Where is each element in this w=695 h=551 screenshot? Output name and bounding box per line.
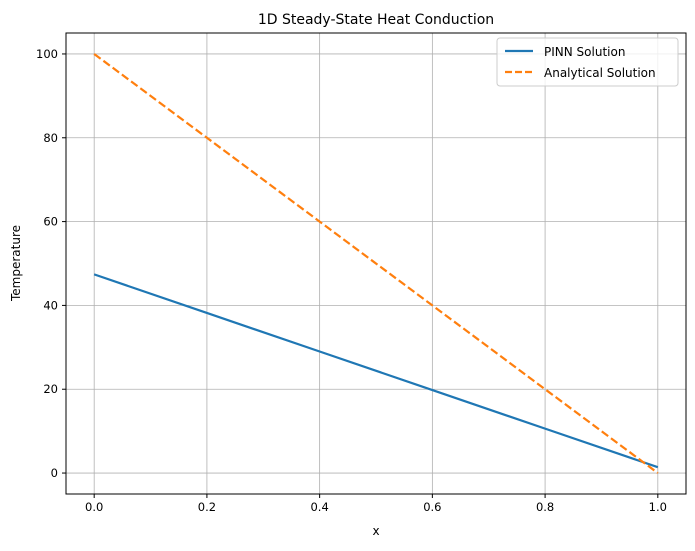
ticks: 0.0 0.2 0.4 0.6 0.8 1.0 0 20 40 60 80 100 <box>36 47 667 514</box>
x-tick-label: 0.2 <box>198 500 216 514</box>
y-tick-label: 40 <box>43 298 58 312</box>
y-tick-label: 60 <box>43 215 58 229</box>
series-group <box>93 53 659 474</box>
analytical-solution-line <box>93 53 659 474</box>
chart-title: 1D Steady-State Heat Conduction <box>258 12 494 28</box>
pinn-solution-line <box>93 273 659 469</box>
x-tick-label: 1.0 <box>649 500 667 514</box>
x-tick-label: 0.4 <box>310 500 328 514</box>
x-tick-label: 0.8 <box>536 500 554 514</box>
legend-label-analytical: Analytical Solution <box>544 66 656 80</box>
x-axis-label: x <box>372 524 379 538</box>
y-tick-label: 100 <box>36 47 58 61</box>
grid <box>66 33 686 494</box>
y-tick-label: 20 <box>43 382 58 396</box>
legend: PINN Solution Analytical Solution <box>496 37 679 87</box>
y-axis-label: Temperature <box>9 225 23 302</box>
y-tick-label: 80 <box>43 131 58 145</box>
y-tick-label: 0 <box>51 466 58 480</box>
x-tick-label: 0.0 <box>85 500 103 514</box>
legend-label-pinn: PINN Solution <box>544 45 625 59</box>
x-tick-label: 0.6 <box>423 500 441 514</box>
plot-frame <box>65 32 687 495</box>
legend-box <box>496 37 679 87</box>
